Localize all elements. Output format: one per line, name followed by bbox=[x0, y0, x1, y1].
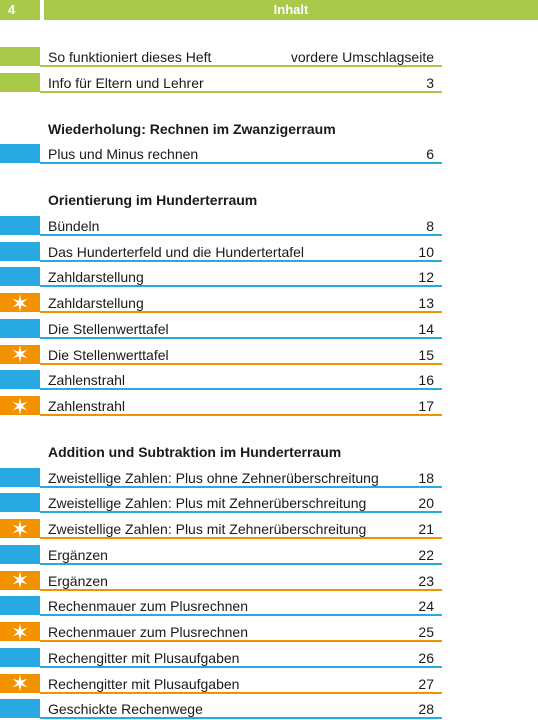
entry-title: So funktioniert dieses Heft bbox=[48, 49, 212, 65]
page-title: Inhalt bbox=[44, 0, 538, 20]
entry-rule bbox=[40, 691, 442, 694]
star-icon bbox=[12, 674, 28, 692]
entry-page: 26 bbox=[418, 649, 434, 666]
star-shape bbox=[12, 674, 28, 692]
entry-title: Zweistellige Zahlen: Plus mit Zehnerüber… bbox=[48, 495, 367, 512]
row-marker bbox=[0, 144, 40, 164]
entry-rule bbox=[40, 285, 442, 288]
entry-title: Rechenmauer zum Plusrechnen bbox=[48, 598, 248, 615]
entry-page: 13 bbox=[418, 295, 434, 311]
entry-title: Die Stellenwerttafel bbox=[48, 346, 169, 363]
page-number: 4 bbox=[0, 0, 40, 20]
row-marker bbox=[0, 241, 40, 261]
entry-rule bbox=[40, 665, 442, 668]
entry-page: 15 bbox=[418, 346, 434, 363]
entry-title: Plus und Minus rechnen bbox=[48, 146, 199, 163]
row-marker bbox=[0, 544, 40, 564]
entry-page: 20 bbox=[418, 495, 434, 512]
entry-title: Zweistellige Zahlen: Plus mit Zehnerüber… bbox=[48, 521, 367, 537]
entry-rule bbox=[40, 311, 442, 313]
entry-page: 25 bbox=[418, 624, 434, 640]
entry-page: 24 bbox=[418, 598, 434, 615]
star-icon bbox=[12, 623, 28, 640]
entry-page: vordere Umschlagseite bbox=[290, 49, 434, 65]
row-marker bbox=[0, 596, 40, 616]
star-icon bbox=[12, 294, 28, 311]
star-icon bbox=[12, 520, 28, 537]
entry-rule bbox=[40, 717, 442, 720]
page-title-text: Inhalt bbox=[273, 2, 309, 17]
star-shape bbox=[12, 623, 28, 640]
row-marker bbox=[0, 72, 40, 92]
entry-page: 6 bbox=[426, 146, 434, 163]
entry-rule bbox=[40, 259, 442, 262]
entry-title: Info für Eltern und Lehrer bbox=[48, 74, 204, 91]
entry-title: Ergänzen bbox=[48, 572, 108, 589]
entry-page: 27 bbox=[418, 675, 434, 692]
row-marker bbox=[0, 215, 40, 235]
entry-page: 14 bbox=[418, 320, 434, 337]
entry-page: 12 bbox=[418, 269, 434, 286]
entry-title: Bündeln bbox=[48, 217, 100, 234]
entry-rule bbox=[40, 562, 442, 565]
row-marker bbox=[0, 493, 40, 513]
row-marker bbox=[0, 318, 40, 338]
entry-rule bbox=[40, 511, 442, 514]
row-marker bbox=[0, 370, 40, 390]
entry-page: 23 bbox=[418, 572, 434, 589]
entry-title: Die Stellenwerttafel bbox=[48, 320, 169, 337]
row-marker bbox=[0, 699, 40, 719]
entry-rule bbox=[40, 388, 442, 391]
entry-rule bbox=[40, 162, 442, 165]
row-marker bbox=[0, 47, 40, 66]
row-marker bbox=[0, 647, 40, 667]
entry-title: Zweistellige Zahlen: Plus ohne Zehnerübe… bbox=[48, 469, 379, 486]
entry-page: 21 bbox=[418, 521, 434, 537]
entry-rule bbox=[40, 485, 442, 488]
entry-page: 18 bbox=[418, 469, 434, 486]
entry-rule bbox=[40, 336, 442, 339]
star-shape bbox=[12, 571, 28, 589]
entry-title: Ergänzen bbox=[48, 546, 108, 563]
entry-rule bbox=[40, 537, 442, 539]
entry-title: Zahlenstrahl bbox=[48, 398, 126, 414]
entry-page: 16 bbox=[418, 372, 434, 389]
star-icon bbox=[12, 397, 28, 414]
entry-rule bbox=[40, 362, 442, 365]
entry-rule bbox=[40, 90, 442, 93]
entry-title: Zahlenstrahl bbox=[48, 372, 126, 389]
star-shape bbox=[12, 294, 28, 311]
entry-title: Das Hunderterfeld und die Hundertertafel bbox=[48, 243, 305, 260]
star-icon bbox=[12, 345, 28, 363]
section-heading: Wiederholung: Rechnen im Zwanzigerraum bbox=[48, 120, 336, 137]
entry-page: 17 bbox=[418, 398, 434, 414]
entry-page: 22 bbox=[418, 546, 434, 563]
entry-rule bbox=[40, 614, 442, 617]
row-marker bbox=[0, 467, 40, 487]
entry-title: Rechenmauer zum Plusrechnen bbox=[48, 624, 248, 640]
entry-rule bbox=[40, 414, 442, 416]
entry-title: Rechengitter mit Plusaufgaben bbox=[48, 649, 240, 666]
entry-rule bbox=[40, 588, 442, 591]
entry-page: 3 bbox=[426, 74, 434, 91]
section-heading: Addition und Subtraktion im Hunderterrau… bbox=[48, 444, 342, 460]
entry-title: Geschickte Rechenwege bbox=[48, 701, 203, 718]
star-shape bbox=[12, 397, 28, 414]
entry-page: 8 bbox=[426, 217, 434, 234]
star-icon bbox=[12, 571, 28, 589]
star-shape bbox=[12, 520, 28, 537]
section-heading: Orientierung im Hunderterraum bbox=[48, 192, 258, 209]
star-shape bbox=[12, 345, 28, 363]
entry-rule bbox=[40, 233, 442, 236]
entry-title: Zahldarstellung bbox=[48, 269, 144, 286]
entry-page: 28 bbox=[418, 701, 434, 718]
entry-rule bbox=[40, 640, 442, 642]
entry-page: 10 bbox=[418, 243, 434, 260]
entry-rule bbox=[40, 65, 442, 67]
entry-title: Rechengitter mit Plusaufgaben bbox=[48, 675, 240, 692]
row-marker bbox=[0, 267, 40, 287]
entry-title: Zahldarstellung bbox=[48, 295, 144, 311]
